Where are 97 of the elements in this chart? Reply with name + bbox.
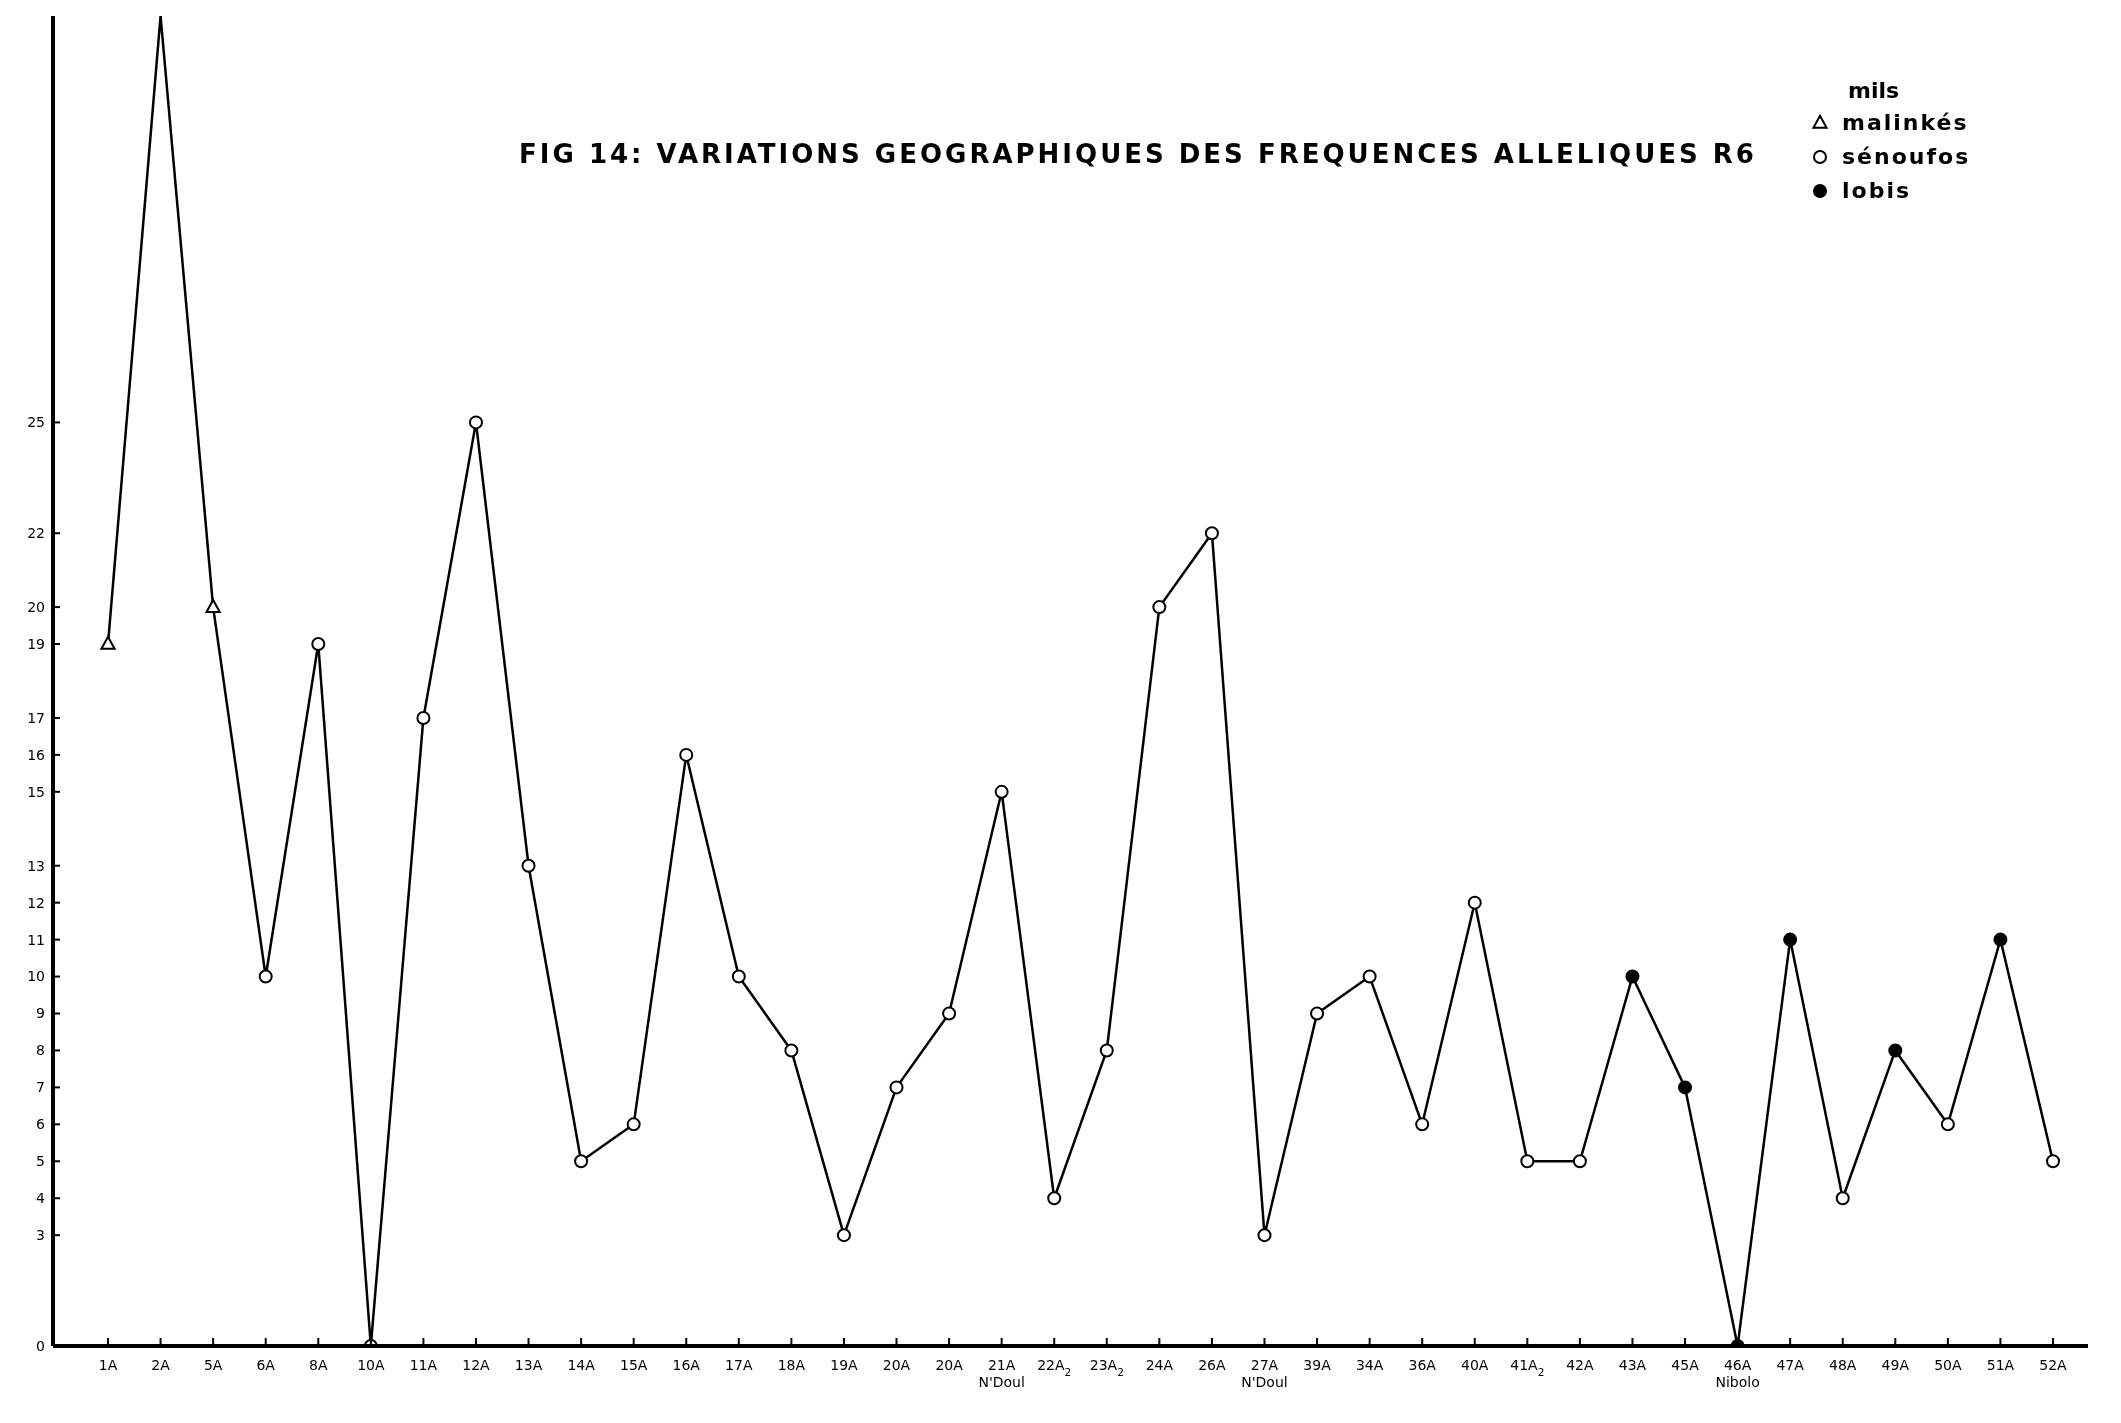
point [1047, 1191, 1062, 1206]
point [679, 747, 694, 762]
point [2046, 1154, 2060, 1169]
x-tick-label: 17A [725, 1357, 753, 1373]
point [1783, 932, 1798, 947]
x-tick-label: 2A [151, 1357, 171, 1373]
x-tick-label: 40A [1461, 1357, 1489, 1373]
point [1310, 1006, 1325, 1021]
x-tick-label: 22A$_{2}$ [1037, 1357, 1072, 1378]
x-tick-label: 27A N'Doul [1241, 1357, 1288, 1390]
point [1520, 1154, 1535, 1169]
point [311, 637, 326, 652]
point [1678, 1080, 1693, 1095]
x-tick-label: 24A [1145, 1357, 1174, 1373]
x-tick-label: 45A [1671, 1357, 1700, 1373]
y-tick-label: 17 [27, 709, 45, 726]
x-tick-label: 6A [256, 1357, 276, 1373]
x-tick-label: 48A [1829, 1357, 1857, 1373]
x-tick-label: 21A N'Doul [978, 1357, 1025, 1390]
point [836, 1228, 851, 1243]
x-tick-label: 23A$_{2}$ [1089, 1357, 1124, 1378]
y-tick-label: 3 [36, 1227, 45, 1244]
y-tick-label: 7 [36, 1079, 45, 1096]
x-tick-label: 39A [1303, 1357, 1332, 1373]
x-tick-label: 49A [1881, 1357, 1910, 1373]
x-tick-label: 5A [203, 1357, 223, 1373]
y-tick-label: 25 [27, 414, 45, 431]
x-tick-label: 41A$_{2}$ [1510, 1357, 1545, 1378]
y-tick-label: 16 [27, 746, 46, 763]
text: FIG 14: VARIATIONS GEOGRAPHIQUES DES FREQUENCES ALLELIQUES R6 [519, 139, 1757, 169]
point [1888, 1043, 1903, 1058]
x-tick-label: 1A [98, 1357, 118, 1373]
x-tick-label: 42A [1566, 1357, 1594, 1373]
point [994, 784, 1009, 799]
x-tick-label: 52A [2039, 1357, 2068, 1373]
legend-label: malinkés [1842, 110, 1969, 135]
point [1099, 1043, 1114, 1058]
point [784, 1043, 799, 1058]
y-tick-label: 5 [36, 1153, 45, 1170]
y-tick-label: 8 [36, 1042, 45, 1059]
point [1625, 969, 1640, 984]
x-tick-label: 16A [672, 1357, 701, 1373]
y-tick-label: 19 [27, 635, 45, 652]
x-tick-label: 20A [882, 1357, 911, 1373]
point [1415, 1117, 1430, 1132]
x-tick-label: 8A [309, 1357, 328, 1373]
x-tick-label: 46A Nibolo [1715, 1357, 1760, 1390]
point [1940, 1117, 1955, 1132]
y-tick-label: 4 [36, 1190, 46, 1207]
point [626, 1117, 641, 1132]
point [1152, 600, 1167, 615]
x-tick-label: 20A [935, 1357, 964, 1373]
x-tick-label: 26A [1198, 1357, 1227, 1373]
point [468, 415, 483, 430]
x-tick-label: 14A [567, 1357, 596, 1373]
x-tick-label: 13A [514, 1357, 543, 1373]
legend-label: lobis [1842, 178, 1912, 203]
y-tick-label: 10 [27, 968, 45, 985]
legend-label: sénoufos [1842, 144, 1971, 169]
y-tick-label: 6 [36, 1116, 46, 1133]
y-tick-label: 9 [36, 1005, 45, 1022]
point [416, 710, 431, 725]
point [258, 969, 273, 984]
point [889, 1080, 904, 1095]
legend-title: mils [1848, 78, 1900, 103]
x-tick-label: 11A [409, 1357, 438, 1373]
point [1572, 1154, 1587, 1169]
x-tick-label: 18A [777, 1357, 806, 1373]
point [1467, 895, 1482, 910]
point [100, 635, 116, 650]
point [1835, 1191, 1850, 1206]
y-tick-label: 15 [27, 783, 45, 800]
point [205, 598, 221, 613]
y-tick-label: 0 [36, 1337, 45, 1354]
x-tick-label: 12A [462, 1357, 491, 1373]
x-tick-label: 15A [619, 1357, 648, 1373]
x-tick-label: 19A [830, 1357, 859, 1373]
x-tick-label: 36A [1408, 1357, 1437, 1373]
y-tick-label: 22 [27, 525, 45, 542]
point [1362, 969, 1377, 984]
point [521, 858, 536, 873]
x-tick-label: 47A [1776, 1357, 1805, 1373]
point [1257, 1228, 1272, 1243]
x-tick-label: 10A [357, 1357, 385, 1373]
y-tick-label: 11 [27, 931, 45, 948]
point [1204, 526, 1219, 541]
point [1993, 932, 2008, 947]
y-tick-label: 20 [27, 599, 45, 616]
point [731, 969, 746, 984]
x-tick-label: 51A [1986, 1357, 2015, 1373]
y-tick-label: 13 [27, 857, 45, 874]
x-tick-label: 50A [1934, 1357, 1962, 1373]
x-tick-label: 43A [1618, 1357, 1647, 1373]
x-tick-label: 34A [1355, 1357, 1384, 1373]
point [574, 1154, 589, 1169]
point [942, 1006, 957, 1021]
y-tick-label: 12 [27, 894, 45, 911]
